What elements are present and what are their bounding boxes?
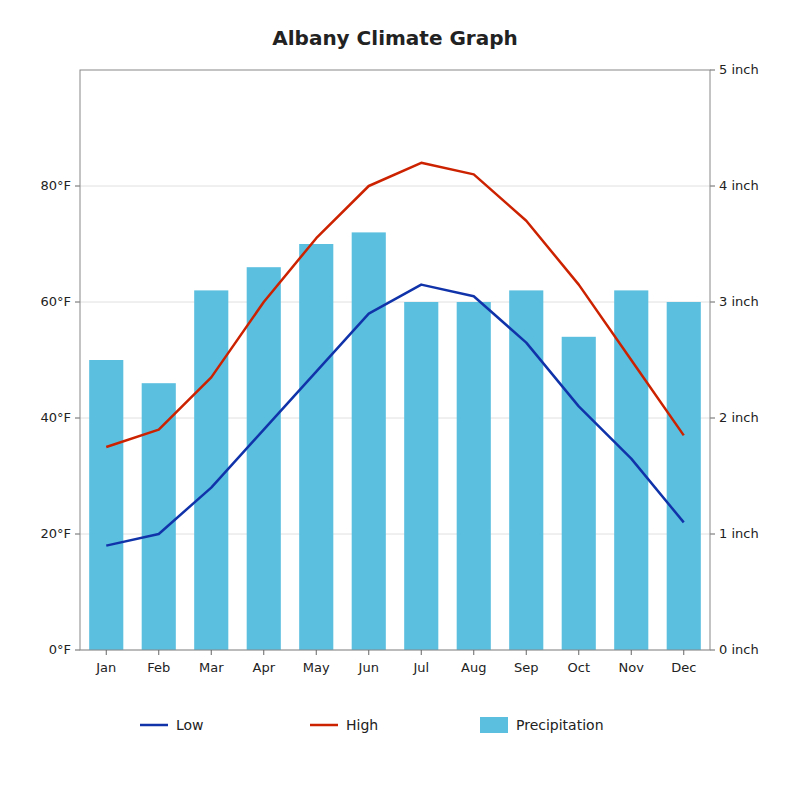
legend-swatch	[480, 717, 508, 733]
x-tick	[473, 650, 474, 655]
y2-tick-label: 0 inch	[719, 642, 759, 657]
y-tick-label: 40°F	[40, 410, 71, 425]
y2-tick-label: 3 inch	[719, 294, 759, 309]
precip-bar	[247, 267, 281, 650]
precip-bar	[667, 302, 701, 650]
precip-bar	[89, 360, 123, 650]
y-tick	[75, 186, 80, 187]
temp-line	[106, 163, 684, 447]
legend-swatch	[140, 724, 168, 727]
y2-tick	[710, 534, 715, 535]
y-tick-label: 60°F	[40, 294, 71, 309]
x-tick	[316, 650, 317, 655]
x-tick	[421, 650, 422, 655]
y2-tick-label: 1 inch	[719, 526, 759, 541]
x-tick	[263, 650, 264, 655]
legend: Low High Precipitation	[140, 717, 604, 733]
plot-frame	[80, 70, 710, 650]
x-tick	[578, 650, 579, 655]
x-tick	[211, 650, 212, 655]
y-tick	[75, 534, 80, 535]
y2-tick	[710, 302, 715, 303]
x-tick	[368, 650, 369, 655]
y2-tick-label: 5 inch	[719, 62, 759, 77]
legend-label: Precipitation	[516, 717, 604, 733]
y-tick	[75, 418, 80, 419]
chart-container: Albany Climate Graph 0°F 20°F 40°F 60°F 80°F 0…	[0, 0, 800, 800]
x-tick	[683, 650, 684, 655]
precip-bar	[299, 244, 333, 650]
legend-label: Low	[176, 717, 204, 733]
x-tick-label: Jun	[358, 660, 379, 675]
plot-area	[89, 163, 701, 650]
x-tick-label: Aug	[461, 660, 486, 675]
x-tick	[526, 650, 527, 655]
y2-tick	[710, 186, 715, 187]
precip-bar	[142, 383, 176, 650]
x-tick-label: Feb	[147, 660, 170, 675]
x-tick-label: Sep	[514, 660, 539, 675]
precip-bar	[352, 232, 386, 650]
x-tick-label: May	[303, 660, 330, 675]
x-tick	[631, 650, 632, 655]
precip-bar	[404, 302, 438, 650]
x-tick	[106, 650, 107, 655]
x-tick-label: Jan	[95, 660, 116, 675]
y-tick-label: 20°F	[40, 526, 71, 541]
precip-bar	[457, 302, 491, 650]
y2-tick	[710, 70, 715, 71]
y2-tick-label: 2 inch	[719, 410, 759, 425]
x-tick-label: Dec	[671, 660, 696, 675]
x-tick-label: Oct	[568, 660, 590, 675]
x-tick	[158, 650, 159, 655]
y-tick-label: 80°F	[40, 178, 71, 193]
temp-line	[106, 285, 684, 546]
x-tick-label: Apr	[253, 660, 276, 675]
precip-bar	[194, 290, 228, 650]
y-tick-label: 0°F	[49, 642, 71, 657]
x-tick-label: Jul	[412, 660, 429, 675]
grid-line	[80, 186, 710, 187]
y-tick	[75, 650, 80, 651]
y2-tick-label: 4 inch	[719, 178, 759, 193]
y-tick	[75, 302, 80, 303]
legend-swatch	[310, 724, 338, 727]
y2-tick	[710, 650, 715, 651]
chart-svg: Albany Climate Graph 0°F 20°F 40°F 60°F 80°F 0…	[0, 0, 800, 800]
legend-label: High	[346, 717, 378, 733]
grid	[80, 186, 710, 650]
y2-tick	[710, 418, 715, 419]
precip-bar	[562, 337, 596, 650]
x-tick-label: Nov	[619, 660, 645, 675]
chart-title: Albany Climate Graph	[272, 26, 518, 50]
x-tick-label: Mar	[199, 660, 224, 675]
